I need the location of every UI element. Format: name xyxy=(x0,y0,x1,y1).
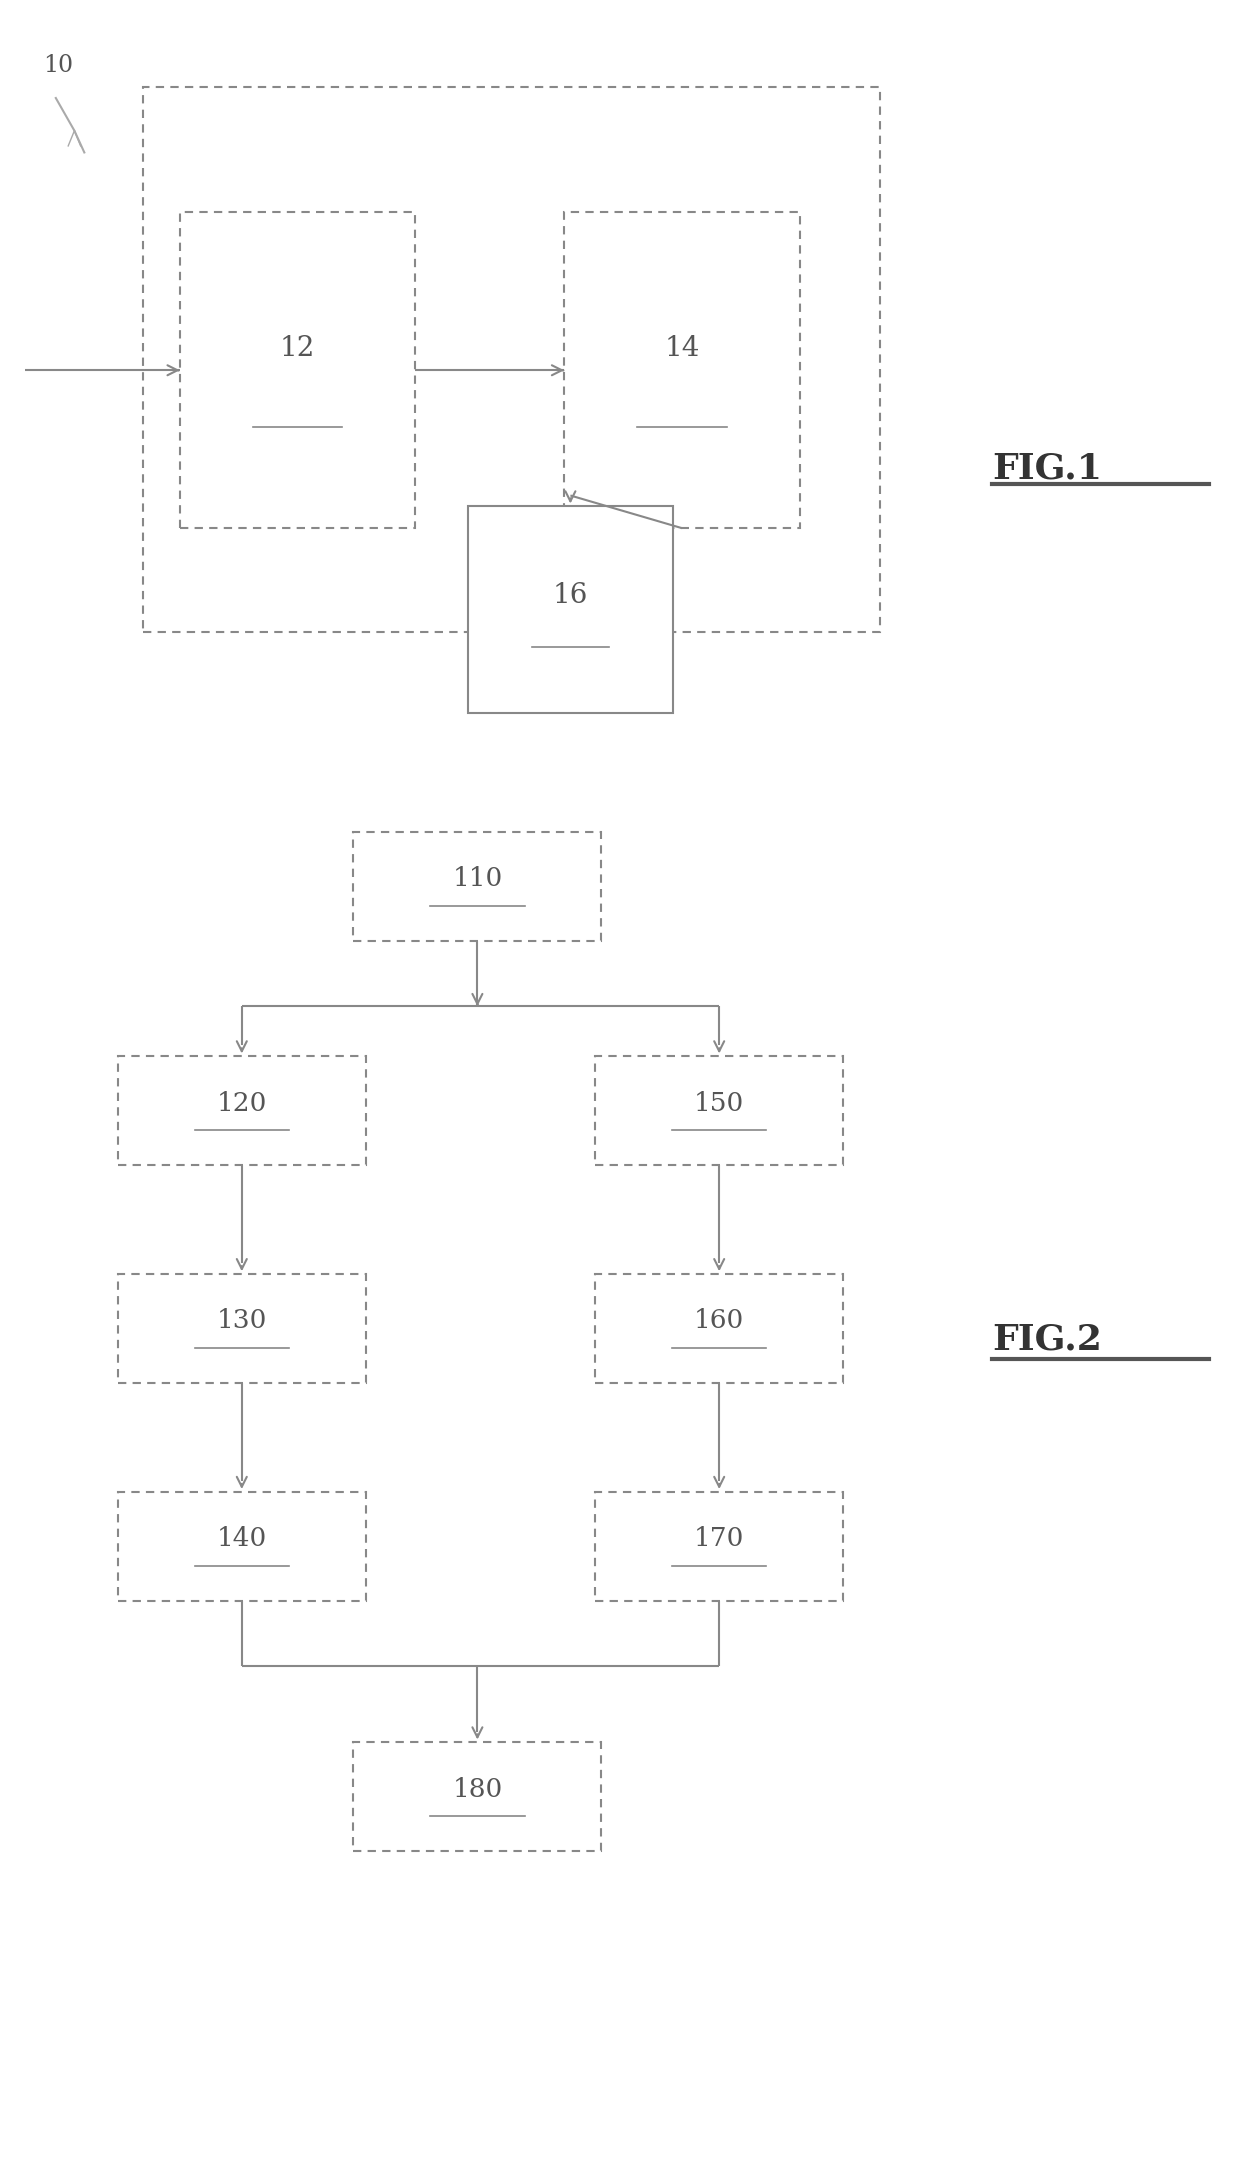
Text: 170: 170 xyxy=(694,1527,744,1551)
FancyBboxPatch shape xyxy=(118,1492,366,1601)
FancyBboxPatch shape xyxy=(353,832,601,941)
Text: 10: 10 xyxy=(43,54,73,78)
Text: 180: 180 xyxy=(453,1777,502,1801)
FancyBboxPatch shape xyxy=(118,1056,366,1165)
FancyBboxPatch shape xyxy=(180,213,415,529)
Text: 160: 160 xyxy=(694,1309,744,1333)
Text: 14: 14 xyxy=(665,335,699,362)
Text: 150: 150 xyxy=(694,1091,744,1115)
Text: FIG.2: FIG.2 xyxy=(992,1322,1102,1357)
FancyBboxPatch shape xyxy=(118,1274,366,1383)
FancyBboxPatch shape xyxy=(595,1274,843,1383)
FancyBboxPatch shape xyxy=(564,213,800,529)
FancyBboxPatch shape xyxy=(353,1742,601,1851)
Text: 120: 120 xyxy=(217,1091,267,1115)
Text: FIG.1: FIG.1 xyxy=(992,451,1102,486)
Text: 110: 110 xyxy=(453,867,502,891)
FancyBboxPatch shape xyxy=(469,507,672,714)
Text: 12: 12 xyxy=(280,335,315,362)
FancyBboxPatch shape xyxy=(143,87,880,632)
FancyBboxPatch shape xyxy=(595,1492,843,1601)
FancyBboxPatch shape xyxy=(595,1056,843,1165)
Text: 130: 130 xyxy=(217,1309,267,1333)
Text: 140: 140 xyxy=(217,1527,267,1551)
Text: 16: 16 xyxy=(553,582,588,610)
